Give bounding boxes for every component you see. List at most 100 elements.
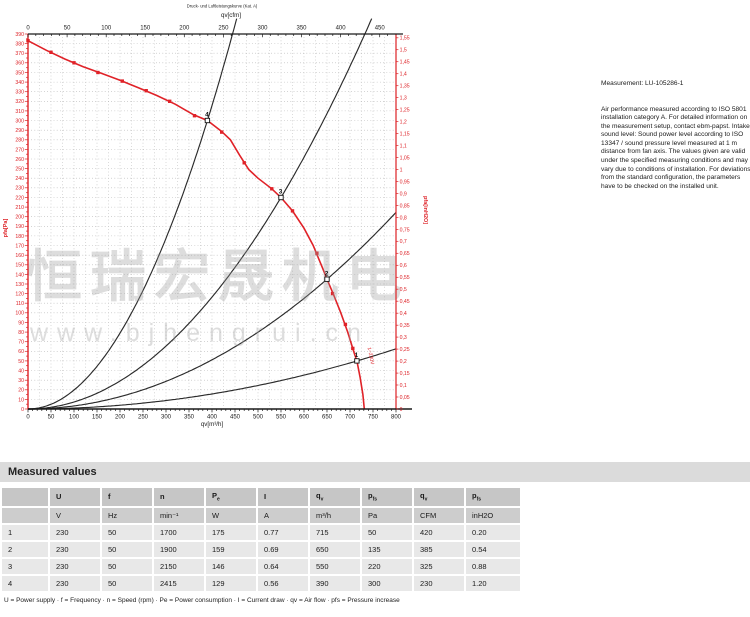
- svg-text:280: 280: [15, 138, 24, 144]
- svg-text:190: 190: [15, 224, 24, 230]
- row-number: 3: [2, 558, 48, 574]
- cell-value: 0.69: [258, 541, 308, 557]
- cell-value: 1700: [154, 524, 204, 540]
- measured-values-legend: U = Power supply · f = Frequency · n = S…: [4, 596, 400, 604]
- cell-value: 0.56: [258, 575, 308, 591]
- svg-text:400: 400: [336, 26, 347, 32]
- column-header: I: [258, 488, 308, 506]
- cell-value: 2150: [154, 558, 204, 574]
- svg-text:恒瑞宏晟机电: 恒瑞宏晟机电: [26, 245, 410, 308]
- svg-text:4: 4: [205, 112, 209, 119]
- svg-text:0: 0: [400, 407, 403, 413]
- cell-value: 2415: [154, 575, 204, 591]
- cell-value: 300: [362, 575, 412, 591]
- svg-text:30: 30: [18, 378, 24, 384]
- svg-text:210: 210: [15, 205, 24, 211]
- cell-value: 230: [50, 558, 100, 574]
- column-unit: [2, 507, 48, 523]
- svg-text:1,25: 1,25: [400, 108, 410, 114]
- svg-text:310: 310: [15, 109, 24, 115]
- cell-value: 390: [310, 575, 360, 591]
- svg-text:70: 70: [18, 340, 24, 346]
- svg-text:240: 240: [15, 176, 24, 182]
- svg-text:0,2: 0,2: [400, 359, 407, 365]
- svg-text:130: 130: [15, 282, 24, 288]
- svg-text:300: 300: [257, 26, 268, 32]
- measurement-id: Measurement: LU-105286-1: [601, 80, 684, 87]
- svg-text:250: 250: [218, 26, 229, 32]
- svg-text:40: 40: [18, 368, 24, 374]
- cell-value: 1.20: [466, 575, 520, 591]
- svg-text:450: 450: [375, 26, 386, 32]
- column-header: qv: [414, 488, 464, 506]
- svg-text:0,05: 0,05: [400, 395, 410, 401]
- svg-text:650: 650: [322, 415, 333, 421]
- svg-text:370: 370: [15, 51, 24, 57]
- svg-text:200: 200: [15, 215, 24, 221]
- svg-text:300: 300: [161, 415, 172, 421]
- table-row: 1 230 50 1700 175 0.77 715 50 420 0.20: [2, 524, 520, 540]
- svg-text:350: 350: [15, 70, 24, 76]
- fan-performance-chart: 恒瑞宏晟机电www.bjhengrui.cn12341~230V01020304…: [3, 4, 428, 429]
- svg-text:60: 60: [18, 349, 24, 355]
- cell-value: 129: [206, 575, 256, 591]
- svg-text:0,95: 0,95: [400, 179, 410, 185]
- svg-text:90: 90: [18, 320, 24, 326]
- svg-text:100: 100: [15, 311, 24, 317]
- column-unit: m³/h: [310, 507, 360, 523]
- svg-text:0,6: 0,6: [400, 263, 407, 269]
- cell-value: 0.88: [466, 558, 520, 574]
- svg-text:0,15: 0,15: [400, 371, 410, 377]
- column-header: pfs: [466, 488, 520, 506]
- cell-value: 50: [102, 575, 152, 591]
- svg-text:1,4: 1,4: [400, 72, 407, 78]
- cell-value: 50: [102, 558, 152, 574]
- svg-text:0,8: 0,8: [400, 215, 407, 221]
- svg-text:200: 200: [179, 26, 190, 32]
- svg-text:0,1: 0,1: [400, 383, 407, 389]
- cell-value: 175: [206, 524, 256, 540]
- svg-text:0,85: 0,85: [400, 203, 410, 209]
- svg-text:360: 360: [15, 61, 24, 67]
- column-unit: A: [258, 507, 308, 523]
- svg-text:1,2: 1,2: [400, 120, 407, 126]
- svg-text:170: 170: [15, 243, 24, 249]
- measurement-disclaimer: Air performance measured according to IS…: [601, 105, 750, 190]
- cell-value: 230: [414, 575, 464, 591]
- column-header: f: [102, 488, 152, 506]
- svg-text:0: 0: [26, 26, 30, 32]
- column-unit: W: [206, 507, 256, 523]
- svg-text:1: 1: [355, 352, 359, 359]
- cell-value: 50: [102, 524, 152, 540]
- cell-value: 550: [310, 558, 360, 574]
- svg-text:qv[cfm]: qv[cfm]: [221, 12, 241, 19]
- cell-value: 0.64: [258, 558, 308, 574]
- svg-text:0: 0: [21, 407, 24, 413]
- svg-text:250: 250: [15, 167, 24, 173]
- svg-text:0,65: 0,65: [400, 251, 410, 257]
- svg-text:340: 340: [15, 80, 24, 86]
- svg-text:1,15: 1,15: [400, 132, 410, 138]
- svg-text:750: 750: [368, 415, 379, 421]
- cell-value: 230: [50, 575, 100, 591]
- cell-value: 159: [206, 541, 256, 557]
- column-unit: Pa: [362, 507, 412, 523]
- measurement-notes: Measurement: LU-105286-1 Air performance…: [601, 80, 750, 191]
- svg-text:200: 200: [115, 415, 126, 421]
- column-unit: CFM: [414, 507, 464, 523]
- svg-text:150: 150: [15, 263, 24, 269]
- svg-text:180: 180: [15, 234, 24, 240]
- svg-text:0,7: 0,7: [400, 239, 407, 245]
- svg-text:150: 150: [140, 26, 151, 32]
- svg-text:220: 220: [15, 195, 24, 201]
- cell-value: 385: [414, 541, 464, 557]
- cell-value: 325: [414, 558, 464, 574]
- svg-text:600: 600: [299, 415, 310, 421]
- svg-text:0,45: 0,45: [400, 299, 410, 305]
- svg-text:0,5: 0,5: [400, 287, 407, 293]
- svg-text:390: 390: [15, 32, 24, 38]
- cell-value: 220: [362, 558, 412, 574]
- svg-text:230: 230: [15, 186, 24, 192]
- svg-text:550: 550: [276, 415, 287, 421]
